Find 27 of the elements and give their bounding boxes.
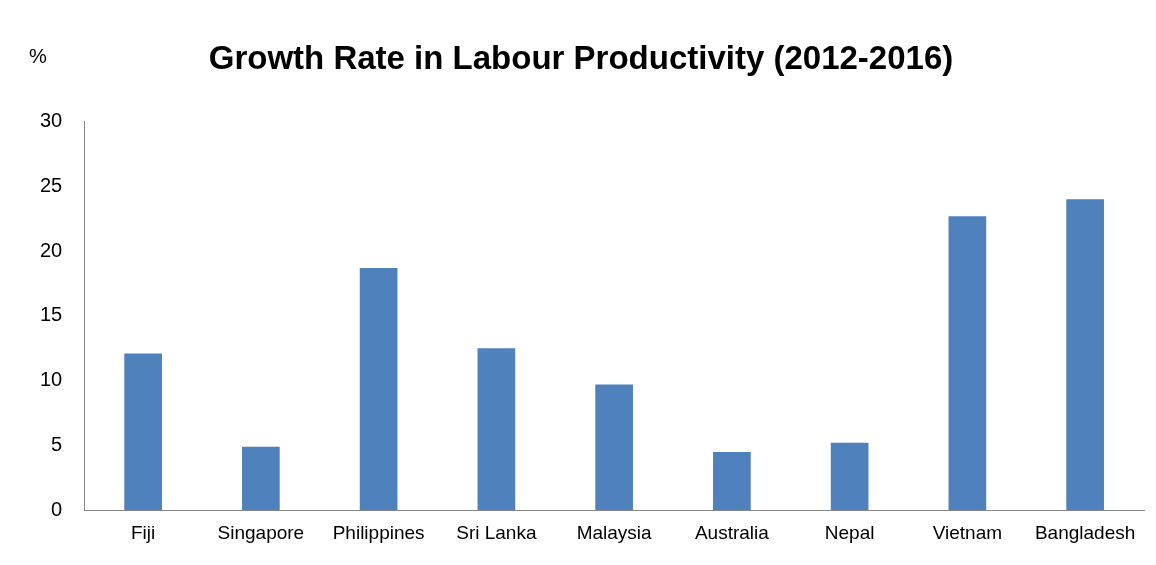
bar	[713, 451, 751, 511]
y-tick-label: 5	[51, 432, 63, 455]
x-tick-label: Philippines	[332, 521, 425, 543]
bar	[948, 216, 987, 511]
bar	[477, 348, 516, 511]
y-axis-title: %	[29, 44, 48, 67]
y-tick-label: 30	[40, 109, 63, 132]
chart-title: Growth Rate in Labour Productivity (2012-2016)	[208, 38, 954, 76]
y-tick-label: 0	[51, 497, 63, 520]
bar	[595, 384, 633, 511]
bar	[1066, 199, 1104, 511]
x-tick-label: Malaysia	[576, 521, 653, 543]
bar	[830, 442, 869, 511]
y-tick-label: 25	[40, 173, 63, 196]
x-tick-label: Australia	[694, 521, 770, 543]
x-tick-label: Fiji	[130, 521, 156, 543]
x-tick-label: Singapore	[217, 521, 305, 543]
x-tick-label: Bangladesh	[1034, 521, 1136, 543]
x-tick-label: Sri Lanka	[456, 521, 537, 543]
bar	[359, 267, 398, 511]
bar	[124, 353, 162, 511]
x-tick-label: Vietnam	[932, 521, 1003, 543]
y-tick-label: 10	[40, 368, 63, 391]
x-tick-label: Nepal	[824, 521, 875, 543]
y-tick-label: 15	[40, 303, 63, 326]
y-tick-label: 20	[40, 238, 63, 261]
bar	[242, 446, 280, 511]
